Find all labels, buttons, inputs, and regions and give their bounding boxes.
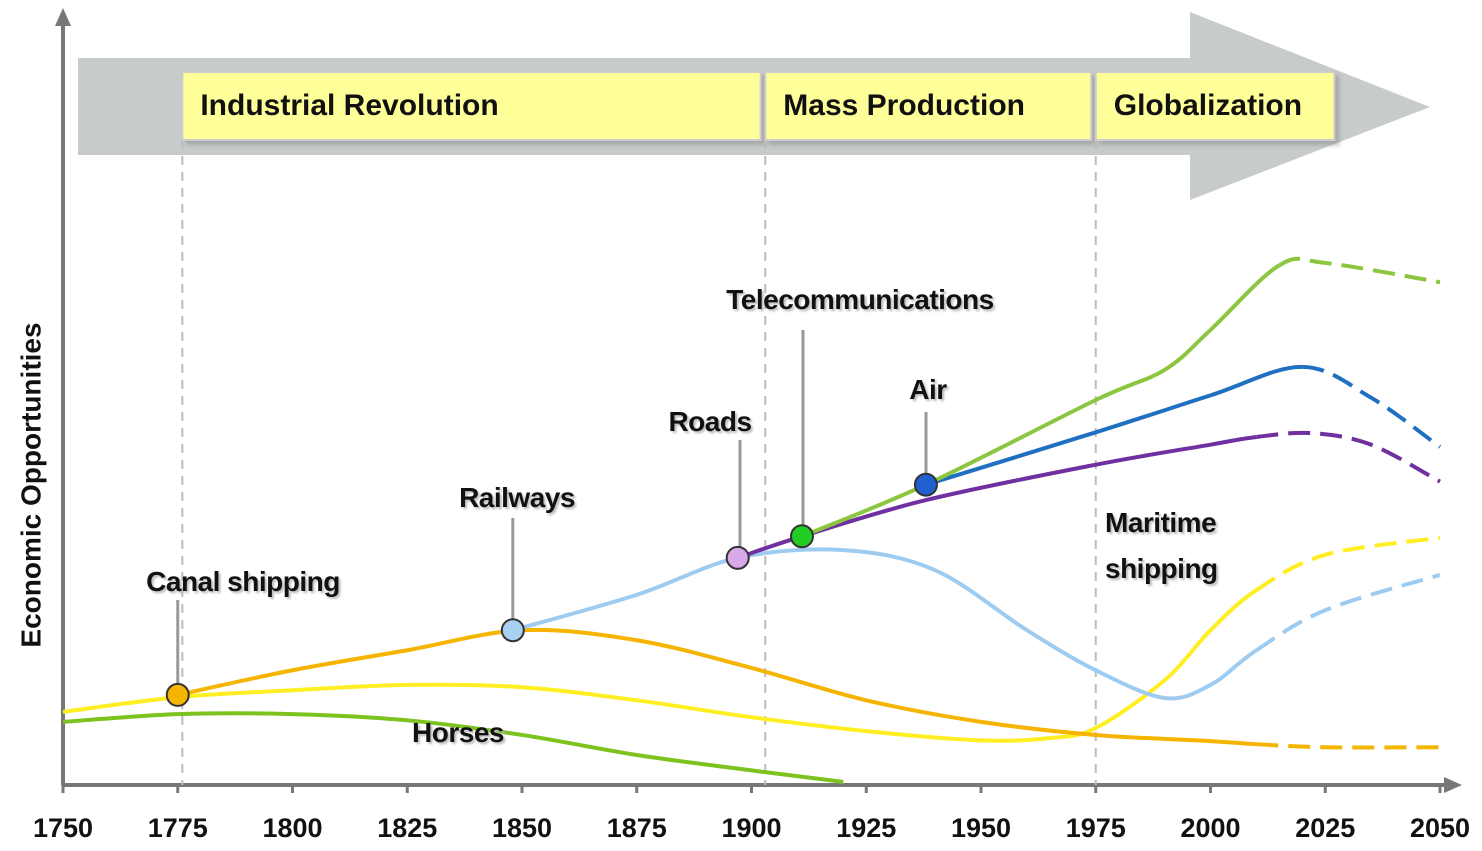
series-line xyxy=(925,364,1303,487)
x-tick-label: 1825 xyxy=(377,813,437,843)
series-label: Railways xyxy=(459,482,575,513)
series-line-dashed xyxy=(1278,256,1441,285)
milestone-marker xyxy=(500,618,525,643)
series-line xyxy=(62,711,844,784)
x-axis-arrow xyxy=(1444,777,1462,793)
series-line xyxy=(62,588,1258,743)
x-tick-label: 1800 xyxy=(262,813,322,843)
x-tick-label: 1775 xyxy=(148,813,208,843)
era-label: Globalization xyxy=(1114,89,1302,122)
series-label: Canal shipping xyxy=(146,566,340,597)
x-tick-label: 1750 xyxy=(33,813,93,843)
series-line-dashed xyxy=(1255,535,1441,592)
x-tick-label: 1875 xyxy=(607,813,667,843)
x-tick-label: 1950 xyxy=(951,813,1011,843)
series-label: Air xyxy=(909,374,947,405)
y-axis-arrow xyxy=(55,8,71,26)
x-tick-label: 1975 xyxy=(1066,813,1126,843)
era-box xyxy=(181,71,762,141)
x-tick-label: 2000 xyxy=(1180,813,1240,843)
series-label: Roads xyxy=(668,406,752,437)
series-line xyxy=(801,263,1281,539)
series-label: Maritime shipping xyxy=(1105,507,1218,584)
x-tick-label: 1900 xyxy=(721,813,781,843)
milestone-marker xyxy=(789,524,814,549)
era-box xyxy=(764,71,1093,141)
era-box xyxy=(1094,71,1336,141)
milestone-marker xyxy=(725,545,750,570)
x-tick-label: 2050 xyxy=(1410,813,1470,843)
series-line-dashed xyxy=(1255,572,1441,652)
y-axis-label: Economic Opportunities xyxy=(15,322,46,647)
series-line xyxy=(177,627,1257,747)
x-tick-label: 1925 xyxy=(836,813,896,843)
milestone-marker xyxy=(165,682,190,707)
series-label: Horses xyxy=(412,717,504,748)
x-tick-label: 1850 xyxy=(492,813,552,843)
era-label: Industrial Revolution xyxy=(200,89,498,122)
series-line xyxy=(512,547,1258,701)
milestone-marker xyxy=(913,472,938,497)
series-line-dashed xyxy=(1256,430,1441,484)
era-label: Mass Production xyxy=(783,89,1025,122)
series-line-dashed xyxy=(1256,742,1441,750)
x-tick-label: 2025 xyxy=(1295,813,1355,843)
series-line-dashed xyxy=(1302,364,1442,449)
series-label: Telecommunications xyxy=(726,284,994,315)
